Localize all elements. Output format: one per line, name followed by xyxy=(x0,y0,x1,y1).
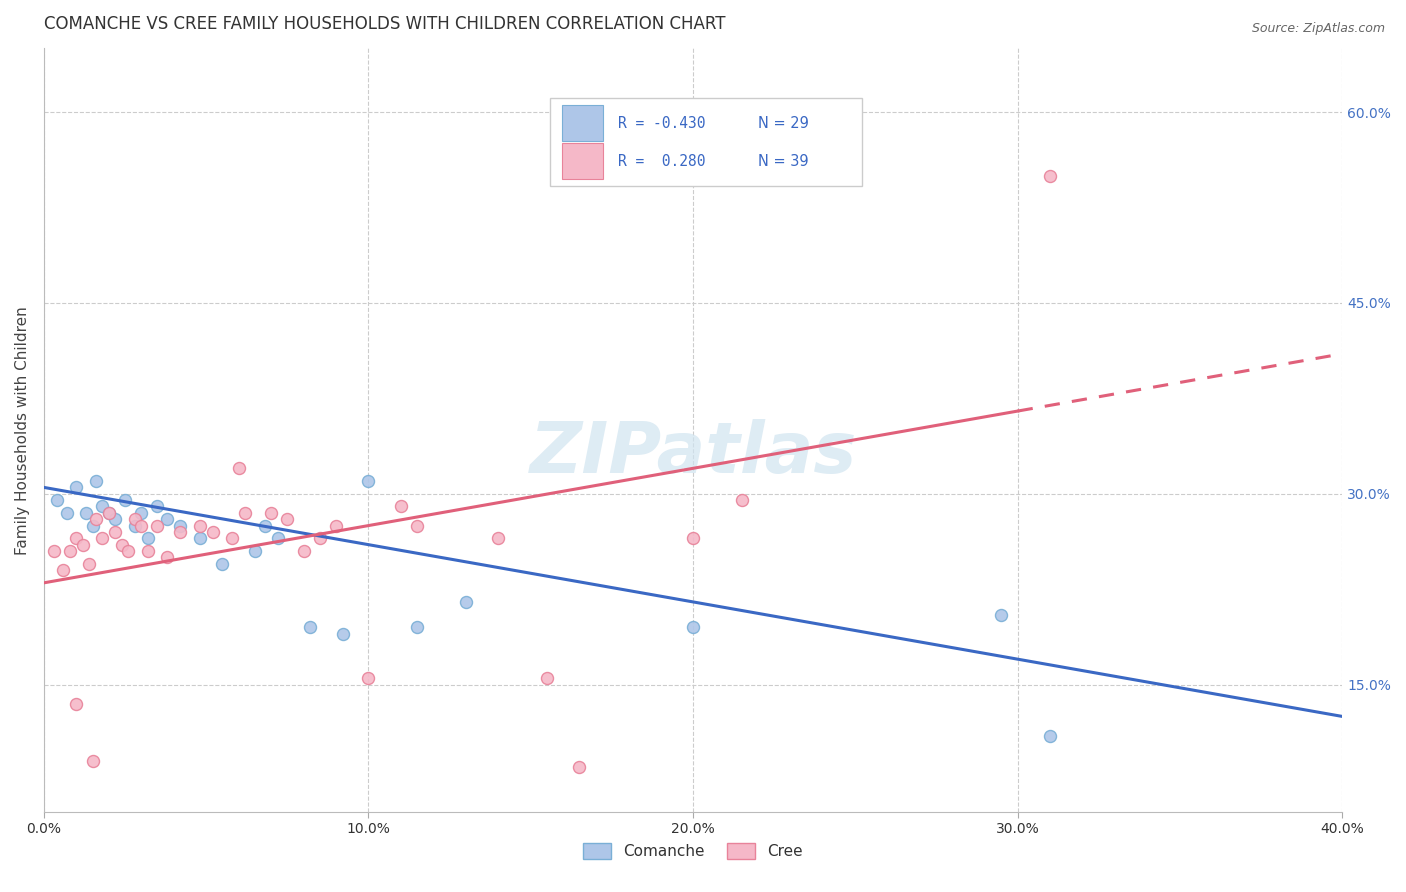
Cree xyxy=(65,531,87,545)
Comanche xyxy=(332,626,354,640)
Comanche xyxy=(65,480,87,494)
Cree xyxy=(146,518,169,533)
Comanche xyxy=(188,531,211,545)
Cree xyxy=(97,506,120,520)
Cree xyxy=(79,557,101,571)
Cree xyxy=(568,760,591,774)
Cree xyxy=(292,544,315,558)
Comanche xyxy=(104,512,127,526)
Cree xyxy=(91,531,114,545)
Text: N = 39: N = 39 xyxy=(758,154,808,169)
Comanche xyxy=(990,607,1012,622)
Cree xyxy=(389,500,412,514)
Comanche xyxy=(156,512,179,526)
Cree xyxy=(72,538,94,552)
Comanche xyxy=(169,518,191,533)
Legend: Comanche, Cree: Comanche, Cree xyxy=(578,837,808,865)
Cree xyxy=(82,754,104,768)
Cree xyxy=(201,524,224,539)
Comanche xyxy=(45,493,67,508)
Cree xyxy=(731,493,754,508)
Cree xyxy=(233,506,256,520)
Comanche xyxy=(146,500,169,514)
Cree xyxy=(276,512,298,526)
Comanche xyxy=(97,506,120,520)
Text: R =  0.280: R = 0.280 xyxy=(617,154,706,169)
Text: COMANCHE VS CREE FAMILY HOUSEHOLDS WITH CHILDREN CORRELATION CHART: COMANCHE VS CREE FAMILY HOUSEHOLDS WITH … xyxy=(44,15,725,33)
Cree xyxy=(129,518,152,533)
Text: N = 29: N = 29 xyxy=(758,116,808,131)
Comanche xyxy=(136,531,159,545)
Comanche xyxy=(454,595,477,609)
Cree xyxy=(188,518,211,533)
Cree xyxy=(221,531,243,545)
Cree xyxy=(156,550,179,565)
Text: Source: ZipAtlas.com: Source: ZipAtlas.com xyxy=(1251,22,1385,36)
Y-axis label: Family Households with Children: Family Households with Children xyxy=(15,306,30,555)
Comanche xyxy=(124,518,146,533)
Cree xyxy=(357,671,380,685)
FancyBboxPatch shape xyxy=(550,98,862,186)
Comanche xyxy=(357,474,380,488)
Cree xyxy=(42,544,65,558)
Text: ZIPatlas: ZIPatlas xyxy=(530,418,856,488)
Comanche xyxy=(82,518,104,533)
Cree xyxy=(169,524,191,539)
Comanche xyxy=(75,506,97,520)
Comanche xyxy=(114,493,136,508)
Cree xyxy=(406,518,429,533)
Comanche xyxy=(211,557,233,571)
Comanche xyxy=(91,500,114,514)
Text: R = -0.430: R = -0.430 xyxy=(617,116,706,131)
Comanche xyxy=(682,620,704,634)
Cree xyxy=(84,512,107,526)
Cree xyxy=(536,671,558,685)
Comanche xyxy=(406,620,429,634)
Cree xyxy=(308,531,330,545)
Comanche xyxy=(266,531,288,545)
Cree xyxy=(260,506,283,520)
Cree xyxy=(682,531,704,545)
Comanche xyxy=(299,620,322,634)
Cree xyxy=(104,524,127,539)
Cree xyxy=(1039,169,1062,183)
Cree xyxy=(111,538,134,552)
Comanche xyxy=(243,544,266,558)
Cree xyxy=(124,512,146,526)
Comanche xyxy=(55,506,77,520)
Comanche xyxy=(84,474,107,488)
Cree xyxy=(65,697,87,711)
FancyBboxPatch shape xyxy=(562,143,603,179)
Cree xyxy=(52,563,75,577)
FancyBboxPatch shape xyxy=(562,105,603,141)
Cree xyxy=(228,461,250,475)
Cree xyxy=(117,544,139,558)
Cree xyxy=(59,544,82,558)
Cree xyxy=(486,531,509,545)
Cree xyxy=(136,544,159,558)
Cree xyxy=(325,518,347,533)
Comanche xyxy=(129,506,152,520)
Comanche xyxy=(1039,729,1062,743)
Comanche xyxy=(253,518,276,533)
